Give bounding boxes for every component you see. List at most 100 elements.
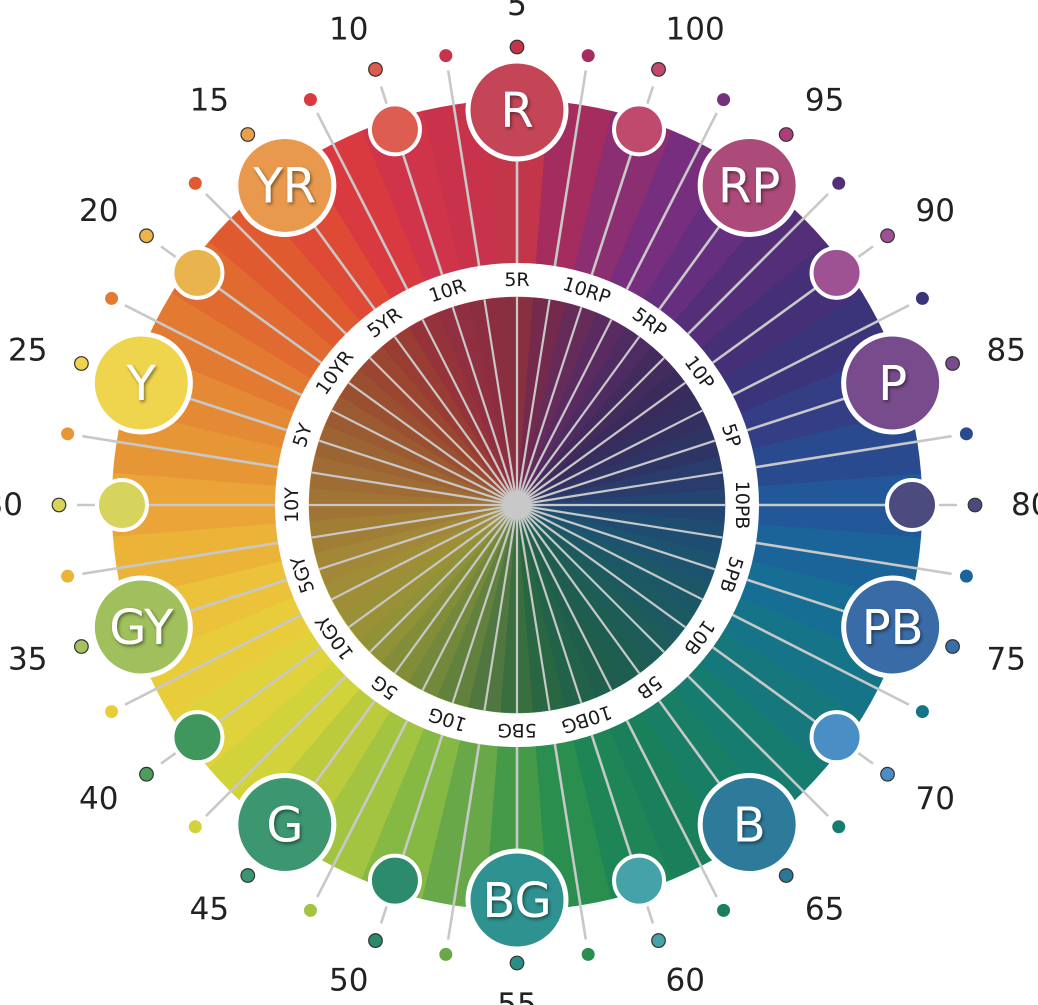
hue-letter: GY (109, 600, 174, 656)
hue-circle (89, 575, 193, 679)
hue-number: 15 (190, 82, 229, 118)
hue-circle-small (612, 102, 667, 157)
hue-circle-small (612, 853, 667, 908)
spoke-dot (717, 93, 731, 107)
center-hub (503, 491, 531, 519)
inner-spoke (393, 336, 511, 496)
spoke-dot (61, 569, 75, 583)
hue-number: 40 (79, 781, 118, 817)
hue-letter: YR (252, 158, 316, 214)
inner-spoke (483, 299, 517, 494)
inner-spoke (451, 306, 515, 494)
hue-circle (697, 133, 801, 237)
inner-spoke (521, 515, 613, 691)
inner-spoke (421, 515, 513, 691)
hue-letter: BG (482, 873, 551, 929)
hue-circle (465, 848, 569, 952)
inner-spoke (523, 514, 641, 674)
spoke-dot (105, 705, 119, 719)
spoke-dot (439, 49, 453, 63)
spoke-dot (303, 93, 317, 107)
spoke-dot (581, 947, 595, 961)
inner-spoke (483, 516, 517, 711)
hue-number: 65 (805, 892, 844, 928)
outer-spoke (625, 720, 718, 898)
tick-dot (778, 868, 794, 883)
tick-dot (368, 933, 383, 948)
tick-dot (880, 228, 895, 244)
inner-spoke (311, 471, 506, 505)
ring-label: 5BG (497, 719, 537, 741)
hue-number: 95 (805, 82, 844, 118)
inner-spoke (369, 357, 510, 498)
tick-dot (139, 766, 154, 782)
inner-spoke (517, 299, 551, 494)
hue-circle (465, 58, 569, 162)
spoke-dot (188, 176, 202, 190)
outer-spoke (687, 192, 830, 335)
spoke-dot (832, 820, 846, 834)
tick-dot (945, 639, 960, 654)
spoke-dot (303, 903, 317, 917)
hue-circle (233, 773, 337, 877)
ring-label: 10PB (731, 481, 753, 530)
outer-spoke (732, 304, 910, 397)
hue-circle-small (367, 853, 422, 908)
inner-spoke (527, 409, 703, 501)
hue-circle (841, 331, 945, 435)
tick-dot (240, 127, 256, 142)
hue-circle-small (809, 245, 864, 300)
tick-dot (651, 62, 666, 77)
hue-circle (233, 133, 337, 237)
hue-number: 5 (507, 0, 527, 23)
hue-number: 45 (190, 892, 229, 928)
outer-spoke (316, 720, 409, 898)
inner-spoke (348, 381, 508, 499)
spoke-dot (915, 705, 929, 719)
outer-spoke (446, 743, 481, 940)
outer-spoke (316, 112, 409, 290)
inner-spoke (528, 439, 716, 503)
outer-spoke (553, 743, 588, 940)
outer-spoke (82, 541, 279, 576)
inner-spoke (369, 512, 510, 653)
hue-circle-small (885, 478, 939, 532)
hue-letter: PB (862, 600, 924, 656)
inner-spoke (527, 509, 703, 601)
inner-spoke (519, 516, 583, 704)
tick-dot (368, 62, 383, 77)
inner-spoke (348, 511, 508, 629)
spoke-dot (915, 291, 929, 305)
hue-number: 80 (1011, 487, 1038, 523)
inner-spoke (524, 357, 665, 498)
inner-sector (516, 297, 566, 506)
tick-dot (509, 955, 525, 971)
spoke-dot (959, 427, 973, 441)
spokes (77, 65, 957, 945)
outer-spoke (755, 541, 952, 576)
inner-spoke (318, 439, 506, 503)
hue-letter: G (266, 798, 303, 854)
spoke-dot (832, 176, 846, 190)
tick-dot (51, 497, 67, 513)
hue-circle-small (170, 245, 225, 300)
hue-number: 100 (666, 11, 725, 47)
hue-letter: R (500, 83, 533, 139)
hue-letter: B (733, 798, 766, 854)
hue-letter: Y (126, 356, 157, 412)
hue-number: 50 (329, 963, 368, 999)
hue-number: 55 (497, 987, 536, 1005)
hue-number: 35 (8, 642, 47, 678)
hue-letter: RP (718, 158, 780, 214)
hue-number: 10 (329, 11, 368, 47)
hue-number: 70 (916, 781, 955, 817)
hue-circle-small (809, 710, 864, 765)
hue-circle-small (95, 478, 149, 532)
inner-spoke (528, 471, 723, 505)
spoke-dot (188, 820, 202, 834)
tick-dot (509, 39, 525, 55)
ring-label: 10Y (281, 487, 303, 523)
hue-number: 60 (666, 963, 705, 999)
inner-spoke (526, 511, 686, 629)
